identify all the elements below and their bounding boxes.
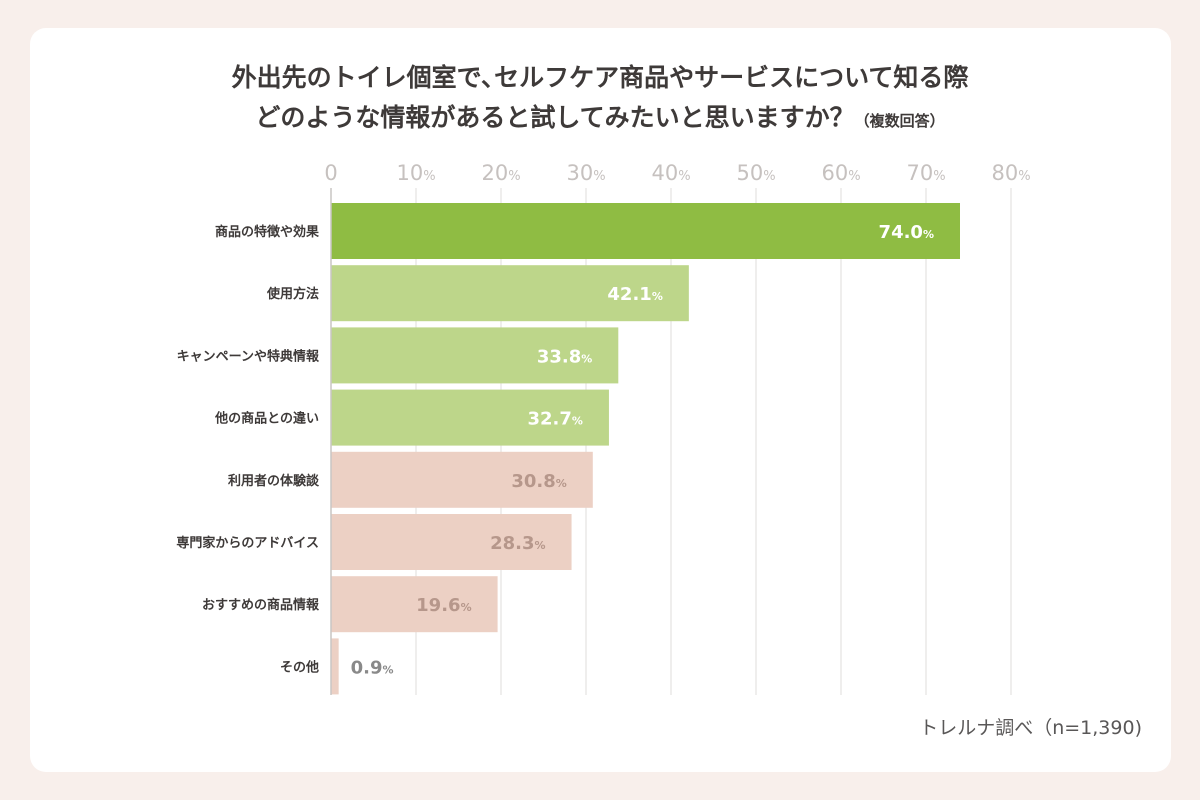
source-note: トレルナ調べ（n=1,390) bbox=[919, 717, 1142, 739]
bar bbox=[331, 576, 498, 633]
category-label: 使用方法 bbox=[266, 286, 319, 302]
bar bbox=[331, 514, 572, 570]
bar bbox=[331, 638, 339, 695]
x-tick-label: 20% bbox=[481, 161, 520, 185]
value-label: 0.9% bbox=[351, 657, 394, 678]
bar bbox=[331, 327, 619, 384]
x-tick-label: 80% bbox=[991, 161, 1030, 185]
x-tick-label: 70% bbox=[906, 161, 945, 185]
title-line-1: 外出先のトイレ個室で､セルフケア商品やサービスについて知る際 bbox=[231, 63, 969, 92]
category-label: その他 bbox=[280, 659, 319, 675]
value-label: 30.8% bbox=[511, 471, 566, 492]
bar bbox=[331, 451, 593, 508]
bar bbox=[331, 389, 609, 446]
x-tick-label: 50% bbox=[736, 161, 775, 185]
title-note: （複数回答） bbox=[854, 112, 945, 130]
title-line-2-text: どのような情報があると試してみたいと思いますか？ bbox=[255, 103, 855, 132]
category-label: 専門家からのアドバイス bbox=[176, 535, 319, 551]
x-tick-label: 10% bbox=[396, 161, 435, 185]
category-label: おすすめの商品情報 bbox=[202, 597, 320, 613]
value-label: 28.3% bbox=[490, 533, 545, 554]
category-label: キャンペーンや特典情報 bbox=[177, 348, 320, 364]
category-label: 商品の特徴や効果 bbox=[215, 224, 319, 240]
value-label: 42.1% bbox=[607, 284, 662, 305]
category-label: 利用者の体験談 bbox=[228, 473, 320, 489]
x-tick-label: 40% bbox=[651, 161, 690, 185]
title-line-2: どのような情報があると試してみたいと思いますか？（複数回答） bbox=[0, 98, 1200, 141]
x-tick-label: 60% bbox=[821, 161, 860, 185]
category-label: 他の商品との違い bbox=[214, 411, 319, 427]
value-label: 19.6% bbox=[416, 595, 471, 616]
value-label: 32.7% bbox=[527, 409, 582, 430]
bar bbox=[331, 265, 689, 322]
value-label: 74.0% bbox=[879, 222, 934, 243]
x-tick-label: 30% bbox=[566, 161, 605, 185]
value-label: 33.8% bbox=[537, 346, 592, 367]
bar bbox=[331, 203, 960, 259]
chart-title: 外出先のトイレ個室で､セルフケア商品やサービスについて知る際 どのような情報があ… bbox=[0, 58, 1200, 141]
x-tick-label: 0 bbox=[324, 161, 337, 185]
